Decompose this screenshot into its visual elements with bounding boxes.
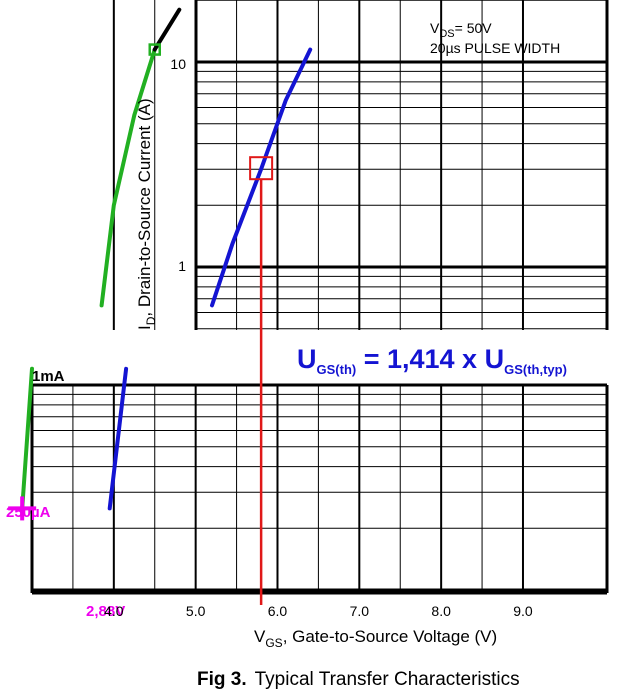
formula-sub2: GS(th,typ): [504, 362, 567, 377]
x-tick-label: 6.0: [268, 603, 288, 619]
y-axis-label-main: I: [135, 325, 154, 330]
formula-mid: = 1,414 x U: [356, 344, 504, 374]
curves-layer: [20, 7, 313, 511]
y-axis-label: ID, Drain-to-Source Current (A): [135, 98, 158, 330]
vds-main: V: [430, 20, 440, 36]
label-250ua: 250µA: [6, 504, 51, 521]
lower-plot-grid: [30, 383, 609, 595]
y-axis-label-rest: , Drain-to-Source Current (A): [135, 98, 154, 316]
threshold-formula: UGS(th) = 1,414 x UGS(th,typ): [297, 344, 567, 377]
series-line-upper-0: [99, 47, 157, 308]
x-axis-label-rest: , Gate-to-Source Voltage (V): [283, 627, 498, 646]
formula-u1: U: [297, 344, 317, 374]
y-tick-label-10: 10: [170, 56, 186, 72]
label-1ma: 1mA: [32, 368, 65, 385]
series-line-upper-1: [210, 47, 313, 308]
vds-value: = 50V: [455, 20, 493, 36]
formula-sub1: GS(th): [317, 362, 357, 377]
x-tick-label: 9.0: [513, 603, 533, 619]
vds-condition: VDS= 50V: [430, 20, 492, 40]
y-tick-label-1: 1: [178, 258, 186, 274]
x-axis-label-main: V: [254, 627, 266, 646]
upper-plot-grid: [112, 0, 609, 330]
x-tick-label: 4.0: [104, 603, 124, 619]
series-line-lower-1: [107, 366, 129, 511]
y-axis-label-sub: D: [144, 316, 158, 325]
x-tick-label: 5.0: [186, 603, 206, 619]
x-axis-label: VGS, Gate-to-Source Voltage (V): [254, 627, 497, 650]
series-line-upper-2: [152, 7, 182, 52]
x-tick-labels: 4.0 5.0 6.0 7.0 8.0 9.0: [104, 603, 533, 619]
x-tick-label: 8.0: [431, 603, 451, 619]
vds-sub: DS: [439, 28, 454, 40]
series-line-lower-0: [20, 366, 34, 511]
caption-bold: Fig 3.: [197, 669, 247, 690]
label-2-88v: 2,88V: [86, 603, 125, 620]
figure-caption: Fig 3. Typical Transfer Characteristics: [197, 669, 520, 690]
x-axis-label-sub: GS: [265, 636, 282, 650]
markers-layer: [8, 43, 274, 605]
pulse-width-condition: 20µs PULSE WIDTH: [430, 40, 560, 56]
green-square-marker: [148, 43, 161, 56]
caption-text: Typical Transfer Characteristics: [255, 669, 520, 690]
x-tick-label: 7.0: [350, 603, 370, 619]
